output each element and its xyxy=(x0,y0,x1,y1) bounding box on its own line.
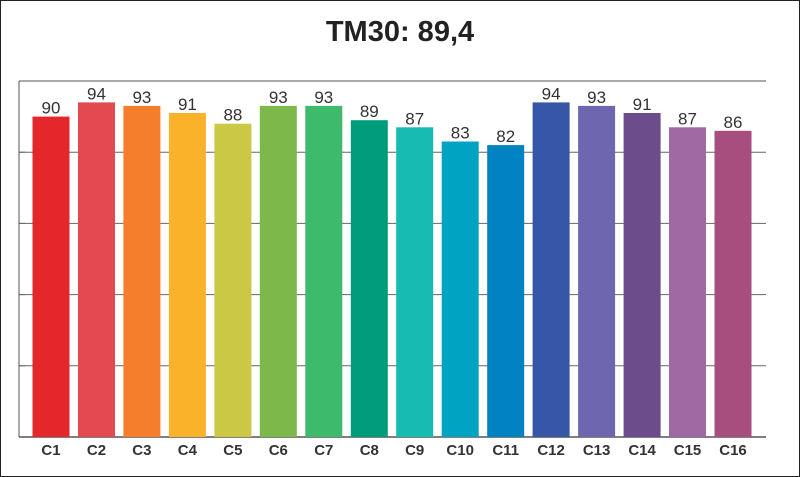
category-label-c8: C8 xyxy=(360,442,379,459)
category-label-c10: C10 xyxy=(446,442,474,459)
category-label-c12: C12 xyxy=(537,442,565,459)
category-label-c3: C3 xyxy=(132,442,151,459)
chart-title: TM30: 89,4 xyxy=(325,16,475,48)
category-labels: C1 C2 C3 C4 C5 C6 C7 C8 C9 C10 C11 C12 C13 C14 C15 C16 xyxy=(41,442,746,459)
category-label-c15: C15 xyxy=(674,442,702,459)
value-label-c14: 91 xyxy=(633,95,652,114)
bar-c4 xyxy=(168,113,206,437)
category-label-c7: C7 xyxy=(314,442,333,459)
value-label-c13: 93 xyxy=(587,88,606,107)
bar-c13 xyxy=(578,105,616,438)
value-labels: 90 94 93 91 88 93 93 89 87 83 82 94 93 91 87 86 xyxy=(42,84,743,146)
value-label-c3: 93 xyxy=(132,88,151,107)
value-label-c1: 90 xyxy=(42,99,61,118)
bar-c5 xyxy=(214,123,252,437)
category-label-c6: C6 xyxy=(269,442,288,459)
bar-c6 xyxy=(259,105,297,438)
category-label-c5: C5 xyxy=(223,442,242,459)
bar-c14 xyxy=(623,113,661,437)
bar-c7 xyxy=(305,105,343,438)
category-label-c11: C11 xyxy=(492,442,519,459)
value-label-c9: 87 xyxy=(405,109,424,128)
value-label-c11: 82 xyxy=(496,127,515,146)
value-label-c5: 88 xyxy=(223,106,242,125)
category-label-c16: C16 xyxy=(719,442,747,459)
bar-c15 xyxy=(669,127,706,438)
value-label-c2: 94 xyxy=(87,84,106,103)
value-label-c4: 91 xyxy=(178,95,197,114)
bar-c10 xyxy=(441,141,479,437)
bar-c3 xyxy=(123,105,161,438)
value-label-c16: 86 xyxy=(724,113,743,132)
bar-c2 xyxy=(78,102,115,438)
value-label-c8: 89 xyxy=(360,102,379,121)
bar-c8 xyxy=(350,120,388,437)
bar-c9 xyxy=(396,127,434,438)
bar-c11 xyxy=(487,145,525,437)
category-label-c9: C9 xyxy=(405,442,424,459)
category-label-c2: C2 xyxy=(87,442,106,459)
value-label-c6: 93 xyxy=(269,88,288,107)
bar-c1 xyxy=(32,116,70,437)
category-label-c1: C1 xyxy=(41,442,60,459)
bar-c16 xyxy=(714,130,752,438)
value-label-c10: 83 xyxy=(451,124,470,143)
bar-c12 xyxy=(532,102,570,438)
category-label-c13: C13 xyxy=(583,442,611,459)
value-label-c12: 94 xyxy=(542,84,561,103)
category-label-c4: C4 xyxy=(178,442,198,459)
bars xyxy=(32,102,752,438)
category-label-c14: C14 xyxy=(628,442,656,459)
value-label-c7: 93 xyxy=(314,88,333,107)
value-label-c15: 87 xyxy=(678,109,697,128)
